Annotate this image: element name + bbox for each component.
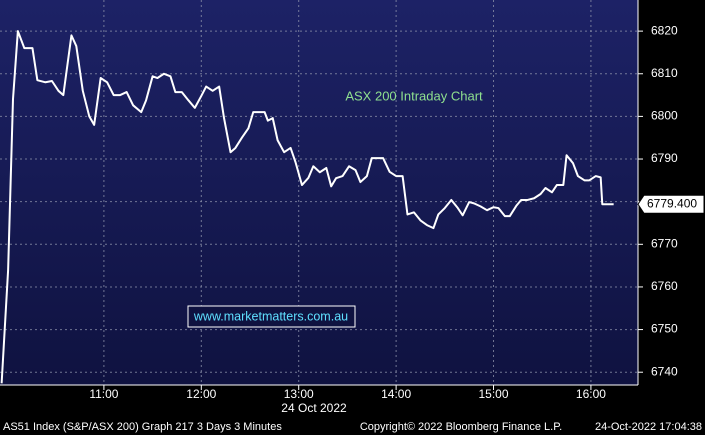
chart-title: ASX 200 Intraday Chart bbox=[345, 88, 483, 103]
y-tick-label: 6790 bbox=[651, 151, 678, 165]
watermark: www.marketmatters.com.au bbox=[193, 309, 348, 323]
x-tick-label: 16:00 bbox=[576, 387, 606, 401]
footer-left: AS51 Index (S&P/ASX 200) Graph 217 3 Day… bbox=[3, 421, 282, 433]
x-tick-label: 11:00 bbox=[89, 387, 118, 401]
y-tick-label: 6800 bbox=[651, 109, 678, 123]
footer-right: 24-Oct-2022 17:04:38 bbox=[595, 421, 702, 433]
x-tick-label: 12:00 bbox=[186, 387, 216, 401]
last-price-box bbox=[637, 194, 705, 214]
y-tick-label: 6760 bbox=[651, 279, 678, 293]
x-tick-label: 15:00 bbox=[479, 387, 509, 401]
date-label: 24 Oct 2022 bbox=[281, 401, 347, 415]
footer-center: Copyright© 2022 Bloomberg Finance L.P. bbox=[360, 421, 562, 433]
x-tick-label: 14:00 bbox=[381, 387, 411, 401]
y-tick-label: 6810 bbox=[651, 66, 678, 80]
y-tick-label: 6750 bbox=[651, 322, 678, 336]
watermark-box bbox=[187, 305, 356, 328]
last-price-label: 6779.400 bbox=[647, 196, 697, 210]
price-line bbox=[0, 30, 614, 384]
y-tick-label: 6740 bbox=[651, 364, 678, 378]
y-tick-label: 6770 bbox=[651, 236, 678, 250]
x-tick-label: 13:00 bbox=[284, 387, 314, 401]
y-tick-label: 6820 bbox=[651, 23, 678, 37]
